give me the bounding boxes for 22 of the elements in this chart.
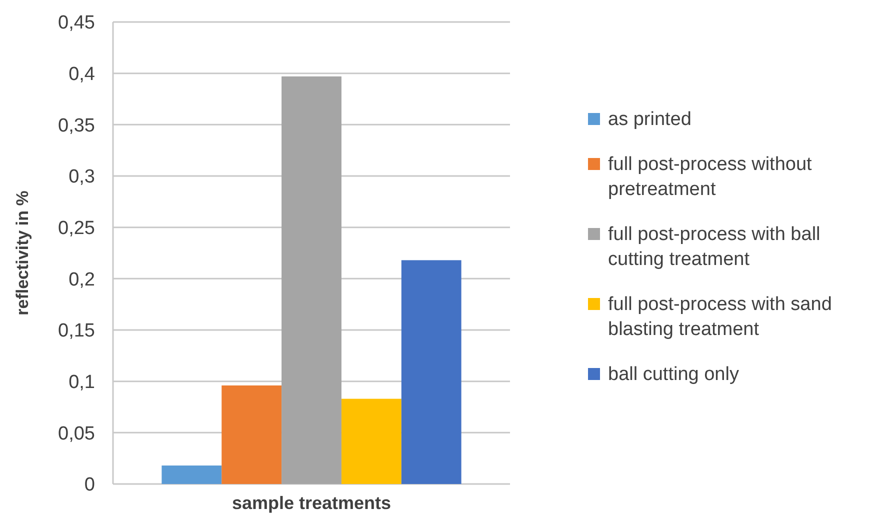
bar: [162, 466, 222, 484]
y-tick-label: 0,2: [68, 269, 95, 290]
legend-label: ball cutting only: [608, 364, 740, 385]
y-tick-label: 0,4: [68, 64, 96, 85]
legend-label: as printed: [608, 109, 692, 130]
bar: [401, 260, 462, 484]
y-axis-title: reflectivity in %: [13, 190, 32, 316]
y-tick-label: 0,25: [58, 218, 95, 239]
bar: [282, 76, 342, 484]
x-axis-title: sample treatments: [232, 493, 392, 513]
y-tick-label: 0,45: [58, 12, 95, 34]
legend-label: full post-process without pretreatment: [608, 154, 813, 200]
y-tick-label: 0,3: [68, 166, 95, 188]
y-tick-label: 0: [84, 474, 95, 496]
y-tick-label: 0,1: [68, 372, 95, 393]
bar: [222, 385, 282, 484]
legend-label: full post-process with ball cutting treatment: [608, 224, 820, 270]
y-tick-label: 0,05: [58, 423, 95, 444]
y-tick-label: 0,35: [58, 115, 95, 136]
bar: [341, 398, 402, 484]
y-tick-label: 0,15: [58, 320, 95, 342]
legend-label: full post-process with sand blasting treatment: [608, 294, 832, 340]
